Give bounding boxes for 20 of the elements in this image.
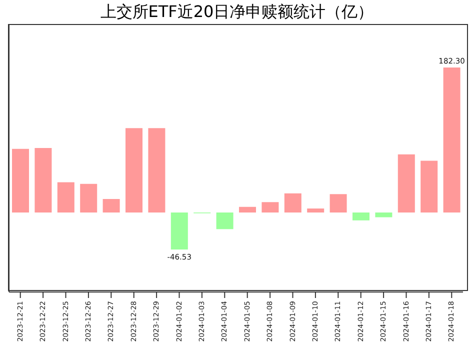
bar	[12, 148, 29, 212]
bar	[216, 212, 234, 230]
bar	[420, 160, 438, 212]
bar	[126, 128, 142, 212]
chart-title: 上交所ETF近20日净申赎额统计（亿）	[99, 2, 375, 23]
bar	[375, 212, 392, 218]
bar	[148, 128, 166, 212]
bar	[102, 198, 120, 212]
bar	[284, 193, 302, 212]
bar	[330, 194, 347, 212]
bar	[398, 154, 415, 212]
bar	[443, 68, 460, 212]
bar	[57, 182, 74, 212]
bar	[307, 208, 324, 212]
bar	[239, 206, 256, 212]
bar	[80, 184, 98, 212]
bar	[352, 212, 370, 220]
bar	[34, 148, 52, 212]
bar	[262, 202, 279, 212]
bar	[170, 212, 188, 250]
